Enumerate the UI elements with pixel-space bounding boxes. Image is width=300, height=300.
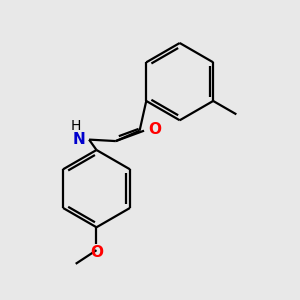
Text: H: H <box>71 119 81 133</box>
Text: O: O <box>148 122 161 137</box>
Text: O: O <box>90 245 103 260</box>
Text: N: N <box>73 132 85 147</box>
